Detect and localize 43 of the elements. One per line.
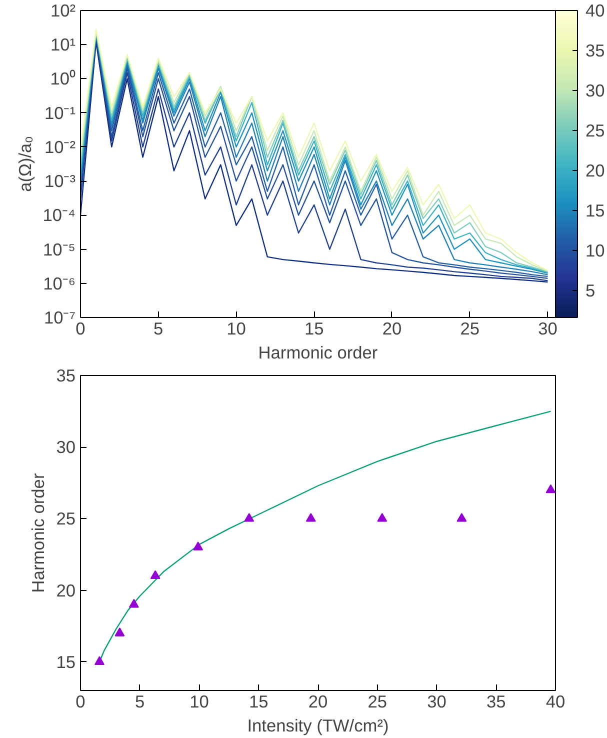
color-bar-label: 10: [586, 240, 605, 260]
y-axis-title: Harmonic order: [28, 473, 48, 593]
y-tick-label: 10¹: [50, 34, 76, 55]
x-tick-label: 10: [226, 318, 246, 338]
color-bar-label: 35: [586, 40, 605, 60]
x-tick-label: 25: [368, 692, 388, 712]
x-tick-label: 10: [190, 692, 209, 712]
x-tick-label: 5: [154, 318, 164, 338]
x-tick-label: 35: [486, 692, 506, 712]
y-tick-label: 10⁻⁵: [43, 239, 76, 260]
y-tick-label: 10⁰: [50, 68, 76, 89]
x-tick-label: 0: [76, 318, 86, 338]
y-tick-label: 10⁻⁴: [42, 205, 76, 226]
x-tick-label: 15: [304, 318, 324, 338]
x-axis-title: Harmonic order: [258, 342, 378, 362]
x-axis-title: Intensity (TW/cm²): [247, 716, 389, 736]
y-axis-title: a(Ω)/a₀: [14, 136, 35, 192]
color-bar-label: 15: [586, 200, 605, 220]
y-tick-label: 10⁻⁷: [44, 308, 76, 328]
x-tick-label: 15: [248, 692, 268, 712]
color-bar-label: 30: [586, 80, 605, 100]
x-tick-label: 20: [382, 318, 402, 338]
x-tick-label: 40: [546, 692, 566, 712]
y-tick-label: 25: [56, 508, 76, 529]
y-tick-label: 10²: [50, 0, 76, 20]
y-tick-label: 10⁻¹: [44, 102, 76, 123]
y-tick-label: 35: [56, 366, 76, 386]
y-tick-label: 10⁻²: [44, 136, 76, 157]
y-tick-label: 20: [56, 580, 76, 600]
x-tick-label: 5: [135, 692, 145, 712]
color-bar-label: 5: [586, 280, 596, 300]
y-tick-label: 10⁻⁶: [43, 273, 76, 294]
y-tick-label: 10⁻³: [44, 171, 76, 192]
x-tick-label: 0: [76, 692, 86, 712]
y-tick-label: 15: [56, 652, 76, 672]
y-tick-label: 30: [56, 437, 76, 458]
color-bar-label: 20: [586, 160, 605, 180]
color-bar-label: 25: [586, 120, 605, 140]
x-tick-label: 25: [460, 318, 480, 338]
color-bar-label: 40: [586, 0, 605, 20]
x-tick-label: 20: [308, 692, 328, 712]
x-tick-label: 30: [427, 692, 446, 712]
x-tick-label: 30: [538, 318, 558, 338]
